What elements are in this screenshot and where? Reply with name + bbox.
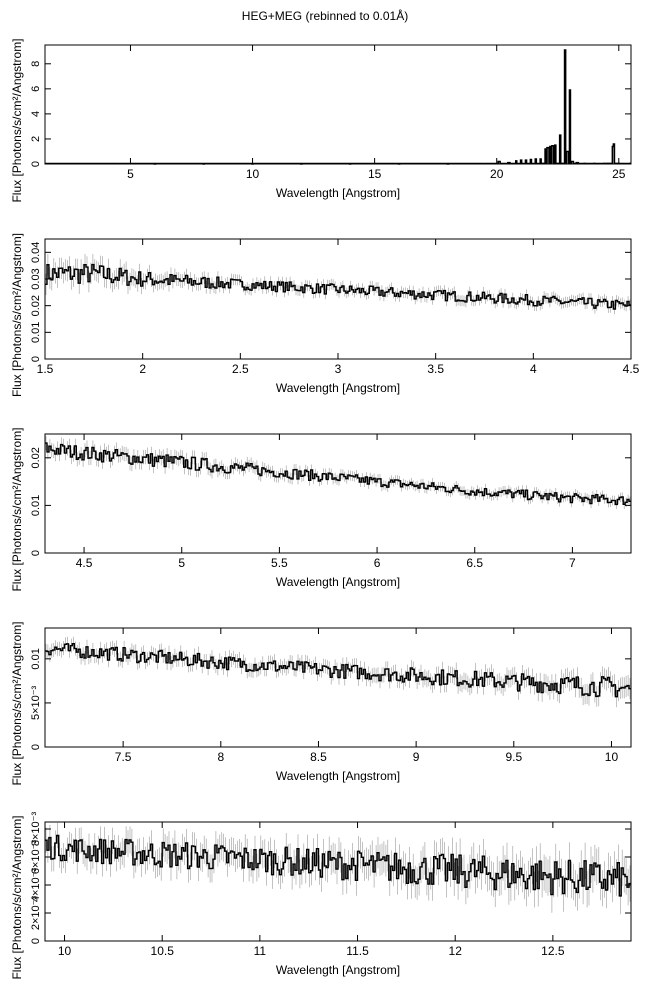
y-tick-label: 0: [30, 161, 42, 167]
figure-title: HEG+MEG (rebinned to 0.01Å): [241, 9, 409, 23]
plot-frame: [44, 44, 632, 165]
spectrum-step-line: [45, 49, 631, 165]
x-tick-label: 10: [605, 750, 619, 764]
x-tick-label: 4: [530, 362, 537, 376]
y-tick-label: 2: [30, 136, 42, 142]
x-tick-label: 4.5: [623, 362, 640, 376]
spectrum-series: [45, 435, 631, 510]
spectrum-step-line: [45, 643, 631, 698]
spectrum-step-line: [45, 442, 631, 506]
x-tick-label: 10: [58, 944, 72, 958]
x-tick-label: 20: [490, 167, 504, 181]
y-axis-label: Flux [Photons/s/cm²/Angstrom]: [10, 427, 24, 591]
y-tick-label: 6: [30, 86, 42, 92]
x-tick-label: 7.5: [115, 750, 132, 764]
x-tick-label: 3.5: [427, 362, 444, 376]
y-axis-label: Flux [Photons/s/cm²/Angstrom]: [10, 233, 24, 397]
x-tick-label: 4.5: [76, 556, 93, 570]
x-axis-label: Wavelength [Angstrom]: [276, 381, 400, 395]
x-tick-label: 12.5: [541, 944, 565, 958]
y-tick-label: 0.04: [30, 242, 42, 263]
spectrum-step-line: [45, 834, 631, 897]
y-tick-label: 0.01: [30, 495, 42, 516]
spectrum-series: [45, 822, 631, 915]
y-axis-label: Flux [Photons/s/cm²/Angstrom]: [10, 38, 24, 202]
chart-panel-2: 1.5 2 2.5 3 3.5 4 4.5 0 0.01 0.02 0.03 0.04 Waveleng…: [10, 233, 640, 397]
y-tick-label: 0: [30, 550, 42, 556]
y-tick-label: 6×10⁻³: [30, 840, 42, 875]
chart-panel-3: 4.5 5 5.5 6 6.5 7 0 0.01 0.02 Wavelength [Angstro…: [10, 427, 632, 592]
x-axis-label: Wavelength [Angstrom]: [276, 963, 400, 977]
x-tick-label: 7: [569, 556, 576, 570]
plot-frame: [44, 627, 632, 748]
y-tick-label: 4×10⁻³: [30, 868, 42, 903]
spectrum-step-line: [45, 263, 631, 310]
x-tick-label: 5: [127, 167, 134, 181]
x-axis-label: Wavelength [Angstrom]: [276, 575, 400, 589]
x-tick-label: 11.5: [346, 944, 369, 958]
y-tick-label: 4: [30, 111, 42, 117]
y-tick-label: 2×10⁻³: [30, 896, 42, 931]
x-tick-label: 12: [449, 944, 463, 958]
y-tick-label: 0.02: [30, 295, 42, 316]
x-tick-label: 25: [612, 167, 626, 181]
y-tick-label: 0: [30, 938, 42, 944]
x-tick-label: 5.5: [271, 556, 288, 570]
x-tick-label: 8: [217, 750, 224, 764]
x-tick-label: 10: [246, 167, 260, 181]
x-tick-label: 2: [139, 362, 146, 376]
y-tick-label: 8×10⁻³: [30, 812, 42, 847]
y-axis-label: Flux [Photons/s/cm²/Angstrom]: [10, 621, 24, 785]
y-tick-label: 0.01: [30, 322, 42, 343]
x-tick-label: 1.5: [37, 362, 54, 376]
x-tick-label: 8.5: [310, 750, 327, 764]
chart-panel-1: 5 10 15 20 25 0 2 4 6 8 Wavelength [Angstrom] Flux …: [10, 38, 632, 203]
x-tick-label: 10.5: [151, 944, 175, 958]
x-tick-label: 5: [178, 556, 185, 570]
y-tick-label: 0: [30, 356, 42, 362]
x-axis-label: Wavelength [Angstrom]: [276, 769, 400, 783]
chart-panel-4: 7.5 8 8.5 9 9.5 10 0 5×10⁻³ 0.01 Wavelength [Angs…: [10, 621, 632, 786]
x-tick-label: 11: [254, 944, 267, 958]
x-axis-label: Wavelength [Angstrom]: [276, 186, 400, 200]
y-tick-label: 0.03: [30, 268, 42, 289]
y-tick-label: 0.01: [30, 648, 42, 669]
spectrum-series: [45, 254, 631, 315]
plot-frame: [44, 821, 632, 942]
x-tick-label: 9: [413, 750, 420, 764]
x-tick-label: 6.5: [466, 556, 483, 570]
plot-frame: [44, 433, 632, 554]
chart-panel-5: 10 10.5 11 11.5 12 12.5 0 2×10⁻³4×10⁻³6×10⁻³8×1…: [10, 812, 632, 980]
spectrum-series: [45, 636, 631, 708]
x-tick-label: 3: [335, 362, 342, 376]
y-axis-label: Flux [Photons/s/cm²/Angstrom]: [10, 815, 24, 979]
y-tick-label: 0.02: [30, 447, 42, 468]
x-tick-label: 6: [374, 556, 381, 570]
spectrum-series: [45, 49, 631, 165]
y-tick-label: 0: [30, 744, 42, 750]
x-tick-label: 15: [368, 167, 382, 181]
y-tick-label: 8: [30, 61, 42, 67]
x-tick-label: 9.5: [505, 750, 522, 764]
x-tick-label: 2.5: [232, 362, 249, 376]
y-tick-label: 5×10⁻³: [30, 685, 42, 720]
